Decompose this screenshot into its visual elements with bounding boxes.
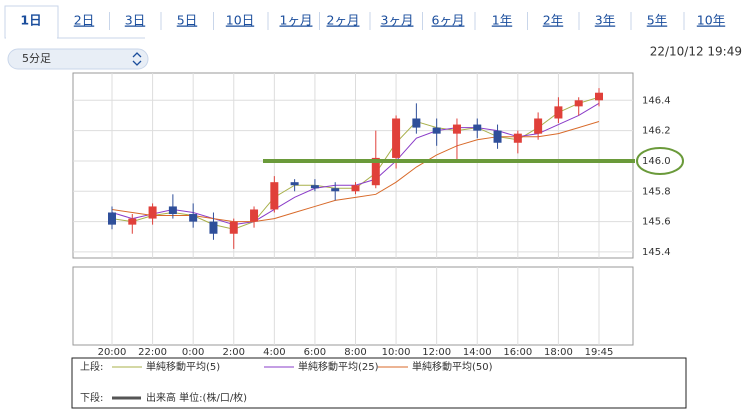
- x-tick-label: 4:00: [263, 347, 285, 358]
- candle-body: [189, 214, 198, 222]
- tab[interactable]: 6ヶ月: [432, 13, 465, 28]
- tab[interactable]: 5年: [647, 13, 667, 28]
- candle-body: [595, 92, 603, 101]
- candle-body: [229, 221, 238, 234]
- y-tick-label: 145.6: [642, 217, 671, 228]
- candle-body: [412, 118, 421, 128]
- volume-panel: [72, 266, 634, 346]
- x-tick-label: 14:00: [463, 347, 492, 358]
- x-tick-label: 18:00: [544, 347, 573, 358]
- tab[interactable]: 2ヶ月: [327, 13, 360, 28]
- candle-body: [351, 185, 360, 192]
- x-tick-label: 19:45: [585, 347, 614, 358]
- candle-body: [534, 118, 543, 134]
- y-tick-label: 146.2: [642, 126, 671, 137]
- candle-body: [270, 182, 279, 210]
- candle-body: [513, 133, 522, 143]
- tab[interactable]: 1日: [20, 13, 41, 28]
- candle-body: [493, 130, 502, 143]
- candle-body: [290, 182, 299, 186]
- x-tick-label: 22:00: [138, 347, 167, 358]
- x-tick-label: 16:00: [503, 347, 532, 358]
- candle-body: [108, 212, 116, 225]
- tab[interactable]: 3ヶ月: [381, 13, 414, 28]
- candle-body: [148, 206, 157, 219]
- legend-label: 単純移動平均(5): [146, 360, 220, 373]
- y-tick-label: 146.4: [642, 95, 671, 106]
- interval-select[interactable]: [7, 48, 149, 70]
- x-tick-label: 6:00: [304, 347, 326, 358]
- x-tick-label: 12:00: [422, 347, 451, 358]
- tab[interactable]: 2年: [543, 13, 563, 28]
- interval-select-label: 5分足: [22, 52, 51, 65]
- select-arrow: [132, 52, 142, 66]
- x-tick-label: 2:00: [223, 347, 245, 358]
- tab[interactable]: 5日: [177, 13, 197, 28]
- tab[interactable]: 10年: [697, 13, 725, 28]
- y-tick-label: 146.0: [642, 156, 671, 167]
- candle-body: [452, 124, 461, 134]
- tab[interactable]: 2日: [74, 13, 94, 28]
- legend-box: [71, 357, 687, 409]
- legend-volume-label: 出来高 単位:(株/口/枚): [146, 391, 247, 404]
- candle-body: [371, 157, 380, 186]
- legend-label: 単純移動平均(25): [298, 360, 379, 373]
- tab[interactable]: 1年: [492, 13, 512, 28]
- x-tick-label: 20:00: [98, 347, 127, 358]
- candle-body: [331, 188, 340, 192]
- candle-body: [554, 106, 563, 119]
- candle-body: [574, 100, 583, 107]
- tab[interactable]: 10日: [226, 13, 254, 28]
- candle-body: [432, 127, 441, 134]
- candle-body: [168, 206, 177, 215]
- y-tick-label: 145.4: [642, 247, 671, 258]
- y-tick-label: 145.8: [642, 186, 671, 197]
- candle-body: [310, 185, 319, 189]
- candle-body: [392, 118, 401, 158]
- candle-body: [209, 221, 218, 234]
- candle-body: [473, 124, 482, 131]
- candle-body: [250, 209, 259, 222]
- price-panel: [72, 72, 634, 259]
- legend: 単純移動平均(5) 単純移動平均(25) 単純移動平均(50): [112, 360, 493, 373]
- tab[interactable]: 1ヶ月: [280, 13, 313, 28]
- plot: 145.4 145.6 145.8 146.0 146.2 146.4 20:00 22:00…: [73, 73, 684, 358]
- x-tick-label: 10:00: [382, 347, 411, 358]
- candle-body: [128, 218, 137, 225]
- x-tick-label: 8:00: [344, 347, 366, 358]
- highlight-circle: [636, 146, 684, 175]
- timestamp: 22/10/12 19:49: [650, 45, 742, 59]
- tab[interactable]: 3年: [595, 13, 615, 28]
- tab[interactable]: 3日: [125, 13, 145, 28]
- legend-upper-label: 上段:: [80, 360, 103, 373]
- legend-lower-label: 下段:: [80, 391, 103, 404]
- x-tick-label: 0:00: [182, 347, 204, 358]
- legend-label: 単純移動平均(50): [412, 360, 493, 373]
- tab-bar: 1日 2日 3日 5日 10日 1ヶ月 2ヶ月 3ヶ月 6ヶ月 1年 2年 3年 5年 10年: [20, 12, 725, 30]
